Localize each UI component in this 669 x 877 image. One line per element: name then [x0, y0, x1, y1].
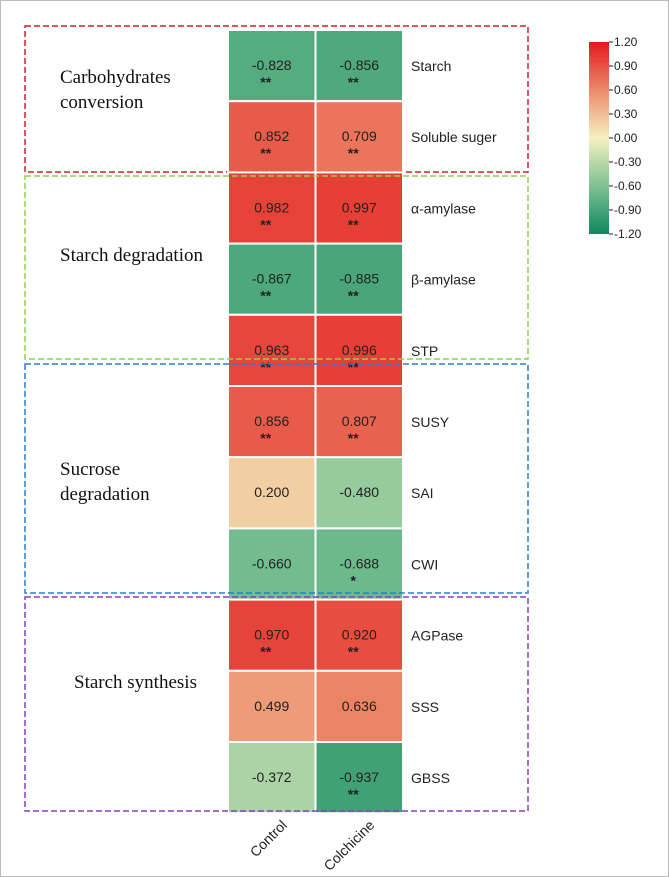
heat-cell [227, 313, 317, 387]
row-label: GBSS [411, 770, 450, 786]
row-label: SAI [411, 485, 434, 501]
cell-value: -0.828 [252, 57, 292, 73]
cell-value: 0.856 [254, 413, 289, 429]
heat-cell [227, 669, 317, 743]
cell-value: 0.920 [342, 627, 377, 643]
colorbar [589, 42, 609, 234]
cell-value: 0.963 [254, 342, 289, 358]
cell-value: 0.970 [254, 627, 289, 643]
colorbar-tick-label: -0.60 [614, 179, 642, 193]
group-label: Carbohydrates conversion [60, 67, 171, 114]
group-box [24, 596, 529, 812]
significance: ** [260, 216, 271, 232]
cell-value: 0.982 [254, 199, 289, 215]
cell-value: 0.997 [342, 199, 377, 215]
heat-cell [314, 741, 404, 815]
cell-value: 0.636 [342, 698, 377, 714]
cell-value: 0.709 [342, 128, 377, 144]
heat-cell [314, 171, 404, 245]
significance: ** [260, 359, 271, 375]
colorbar-tick-label: -0.30 [614, 155, 642, 169]
significance: ** [260, 74, 271, 90]
significance: ** [348, 216, 359, 232]
column-label: Control [247, 817, 290, 860]
significance: ** [348, 74, 359, 90]
significance: ** [348, 644, 359, 660]
significance: ** [260, 644, 271, 660]
significance: ** [260, 288, 271, 304]
row-label: β-amylase [411, 272, 476, 288]
colorbar-tick-label: -0.90 [614, 203, 642, 217]
heat-cell [314, 456, 404, 530]
group-label: Sucrose degradation [60, 458, 150, 505]
row-label: AGPase [411, 628, 463, 644]
column-label: Colchicine [320, 817, 377, 874]
group-label: Starch synthesis [74, 672, 197, 694]
significance: ** [260, 145, 271, 161]
heat-cell [227, 242, 317, 316]
group-label: Starch degradation [60, 245, 203, 267]
cell-value: -0.937 [339, 769, 379, 785]
cell-value: -0.885 [339, 271, 379, 287]
significance: ** [260, 430, 271, 446]
heat-cell [314, 100, 404, 174]
row-label: CWI [411, 556, 438, 572]
colorbar-tick-label: 0.90 [614, 59, 638, 73]
heat-cell [314, 313, 404, 387]
cell-value: 0.200 [254, 484, 289, 500]
cell-value: 0.807 [342, 413, 377, 429]
group-box [24, 363, 529, 594]
significance: ** [348, 145, 359, 161]
significance: ** [348, 288, 359, 304]
heat-cell [227, 385, 317, 459]
row-label: Starch [411, 58, 451, 74]
group-box [24, 175, 529, 360]
cell-value: -0.856 [339, 57, 379, 73]
significance: ** [348, 359, 359, 375]
heat-cell [314, 242, 404, 316]
heat-cell [314, 598, 404, 672]
row-label: SUSY [411, 414, 450, 430]
colorbar-tick-label: 0.00 [614, 131, 638, 145]
heat-cell [314, 385, 404, 459]
cell-value: 0.499 [254, 698, 289, 714]
significance: ** [348, 786, 359, 802]
cell-value: -0.660 [252, 555, 292, 571]
row-label: α-amylase [411, 200, 476, 216]
cell-value: 0.852 [254, 128, 289, 144]
row-label: Soluble suger [411, 129, 497, 145]
cell-value: -0.867 [252, 271, 292, 287]
significance: ** [348, 430, 359, 446]
colorbar-tick-label: 0.60 [614, 83, 638, 97]
row-label: SSS [411, 699, 439, 715]
colorbar-tick-label: 1.20 [614, 35, 638, 49]
cell-value: -0.480 [339, 484, 379, 500]
significance: * [351, 572, 357, 588]
heat-cell [227, 741, 317, 815]
cell-value: 0.996 [342, 342, 377, 358]
row-label: STP [411, 343, 438, 359]
cell-value: -0.372 [252, 769, 292, 785]
cell-value: -0.688 [339, 555, 379, 571]
colorbar-tick-label: -1.20 [614, 227, 642, 241]
colorbar-tick-label: 0.30 [614, 107, 638, 121]
heat-cell [314, 669, 404, 743]
